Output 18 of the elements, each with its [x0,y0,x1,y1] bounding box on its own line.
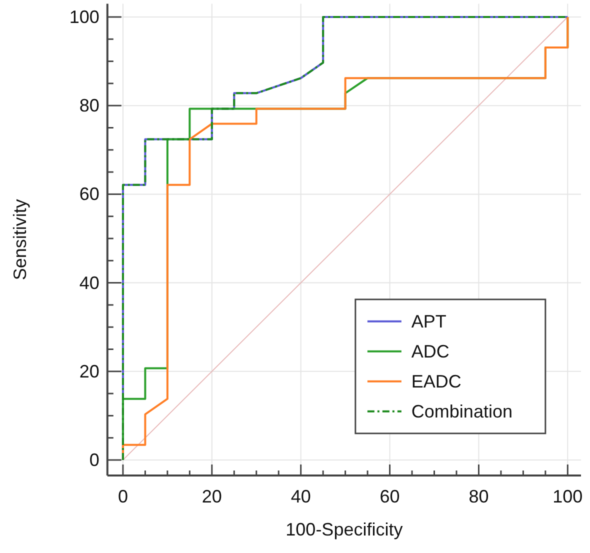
legend-label: APT [411,311,446,332]
x-axis-title: 100-Specificity [286,520,403,540]
x-tick-label: 20 [202,486,222,506]
x-tick-label: 60 [380,486,400,506]
y-tick-label: 80 [79,96,100,116]
x-tick-label: 80 [468,486,489,506]
x-tick-label: 40 [290,486,311,506]
legend-label: ADC [411,341,450,362]
y-axis-title: Sensitivity [10,199,30,280]
x-tick-label: 100 [552,486,583,506]
y-tick-label: 0 [89,450,100,470]
y-tick-label: 40 [79,272,100,293]
legend-label: EADC [411,371,462,392]
y-tick-label: 60 [79,184,100,204]
y-tick-label: 100 [69,6,100,27]
y-tick-label: 20 [79,361,100,382]
legend-label: Combination [411,401,512,422]
x-tick-label: 0 [118,486,128,506]
